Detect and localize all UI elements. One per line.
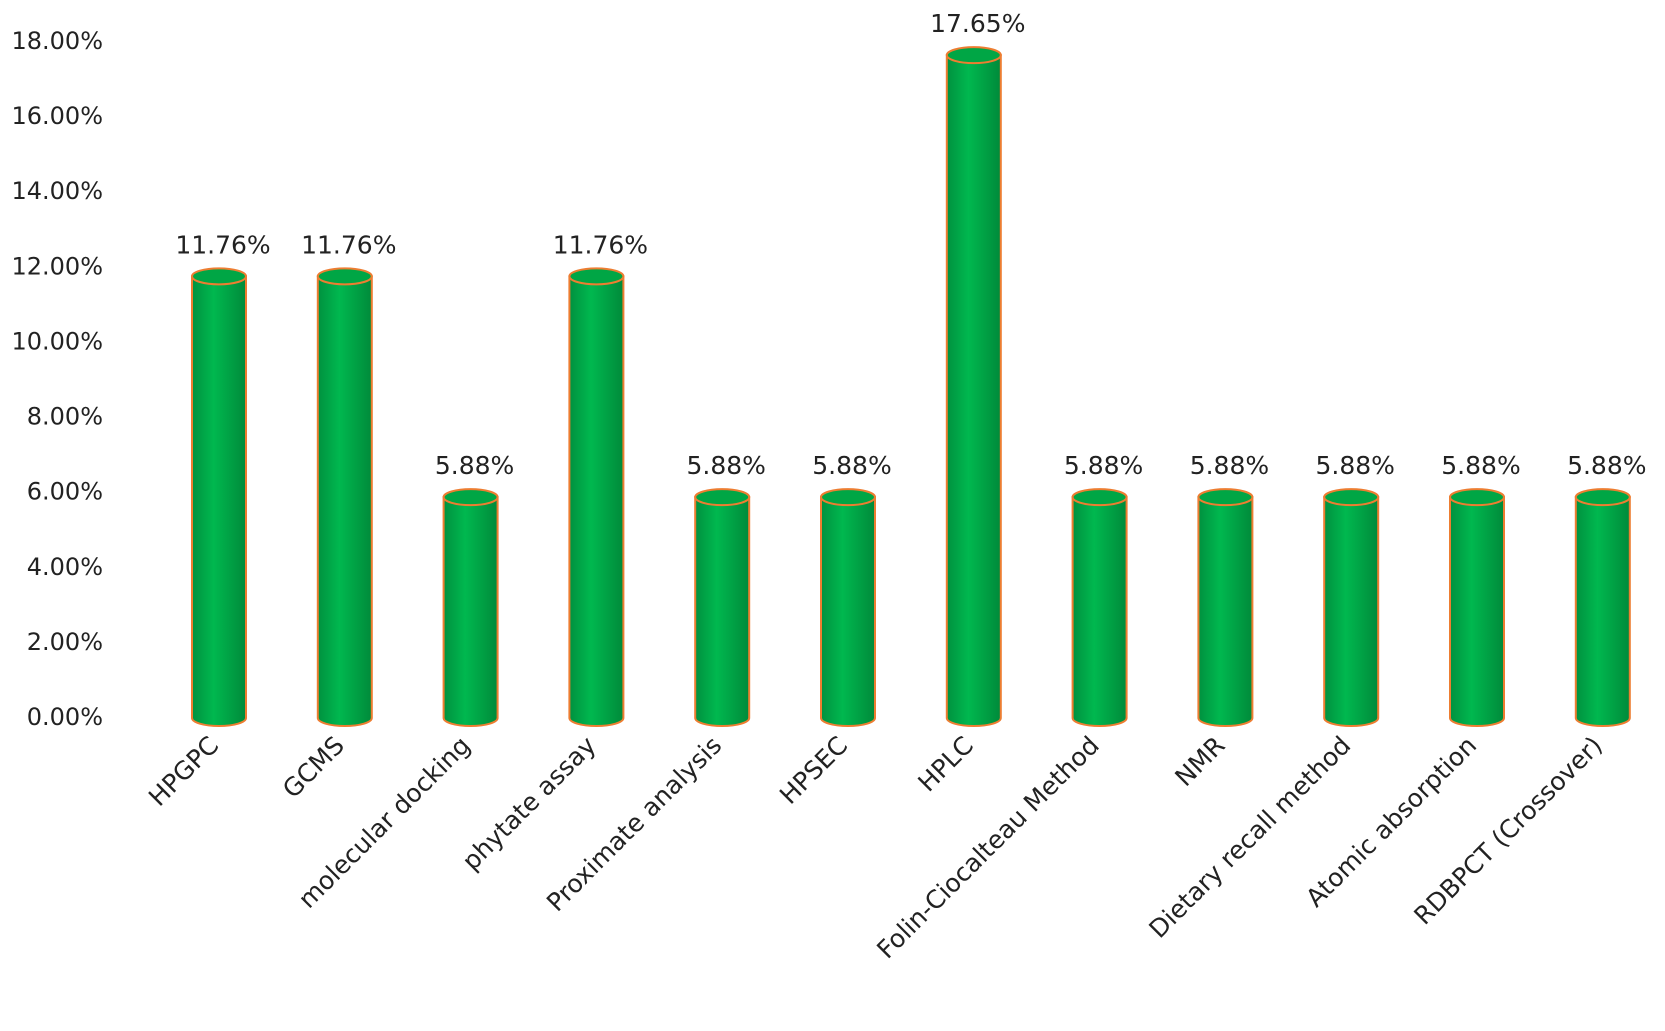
bar (1449, 496, 1505, 727)
value-label: 17.65% (930, 9, 1025, 38)
y-tick-label: 12.00% (11, 252, 103, 280)
value-label: 5.88% (812, 451, 891, 480)
x-tick-label: NMR (1169, 731, 1230, 792)
value-label: 5.88% (1567, 451, 1646, 480)
bar (945, 54, 1002, 727)
x-tick-label: GCMS (277, 731, 350, 804)
value-label: 5.88% (1190, 451, 1269, 480)
bar-cap (442, 488, 499, 507)
value-label: 11.76% (301, 230, 396, 259)
bar (1574, 496, 1631, 727)
bar-cap (945, 46, 1002, 65)
bar (568, 275, 625, 727)
bar-cap (694, 488, 751, 507)
bar-cap (1197, 488, 1254, 507)
bar-cap (1323, 488, 1380, 507)
bar (442, 496, 499, 727)
y-tick-label: 4.00% (27, 553, 103, 581)
x-tick-label: phytate assay (456, 731, 601, 876)
bar (1323, 496, 1380, 727)
x-tick-label: HPSEC (774, 731, 853, 810)
bar-cap (568, 267, 625, 286)
value-label: 5.88% (1315, 451, 1394, 480)
bar-cap (316, 267, 373, 286)
x-tick-label: HPLC (912, 731, 979, 798)
value-label: 5.88% (1441, 451, 1520, 480)
bar-cap (1574, 488, 1631, 507)
x-tick-label: Dietary recall method (1143, 731, 1356, 944)
value-label: 5.88% (1064, 451, 1143, 480)
bar-cap (1071, 488, 1128, 507)
bar (316, 275, 373, 727)
x-tick-label: Folin-Ciocalteau Method (871, 731, 1105, 965)
value-label: 11.76% (553, 230, 648, 259)
y-tick-label: 6.00% (27, 478, 103, 506)
y-tick-label: 2.00% (27, 628, 103, 656)
bar (191, 275, 247, 727)
bar-cap (191, 267, 247, 286)
y-tick-label: 8.00% (27, 403, 103, 431)
bar-cap (1449, 488, 1505, 507)
bar (1197, 496, 1254, 727)
y-tick-label: 14.00% (11, 177, 103, 205)
y-tick-label: 0.00% (27, 703, 103, 731)
y-tick-label: 16.00% (11, 102, 103, 130)
value-label: 5.88% (435, 451, 514, 480)
value-label: 11.76% (175, 230, 270, 259)
y-tick-label: 18.00% (11, 27, 103, 55)
y-tick-label: 10.00% (11, 327, 103, 355)
x-tick-label: HPGPC (143, 731, 224, 812)
bar-cap (820, 488, 876, 507)
bar (1071, 496, 1128, 727)
bar (694, 496, 751, 727)
bar (820, 496, 876, 727)
value-label: 5.88% (686, 451, 765, 480)
